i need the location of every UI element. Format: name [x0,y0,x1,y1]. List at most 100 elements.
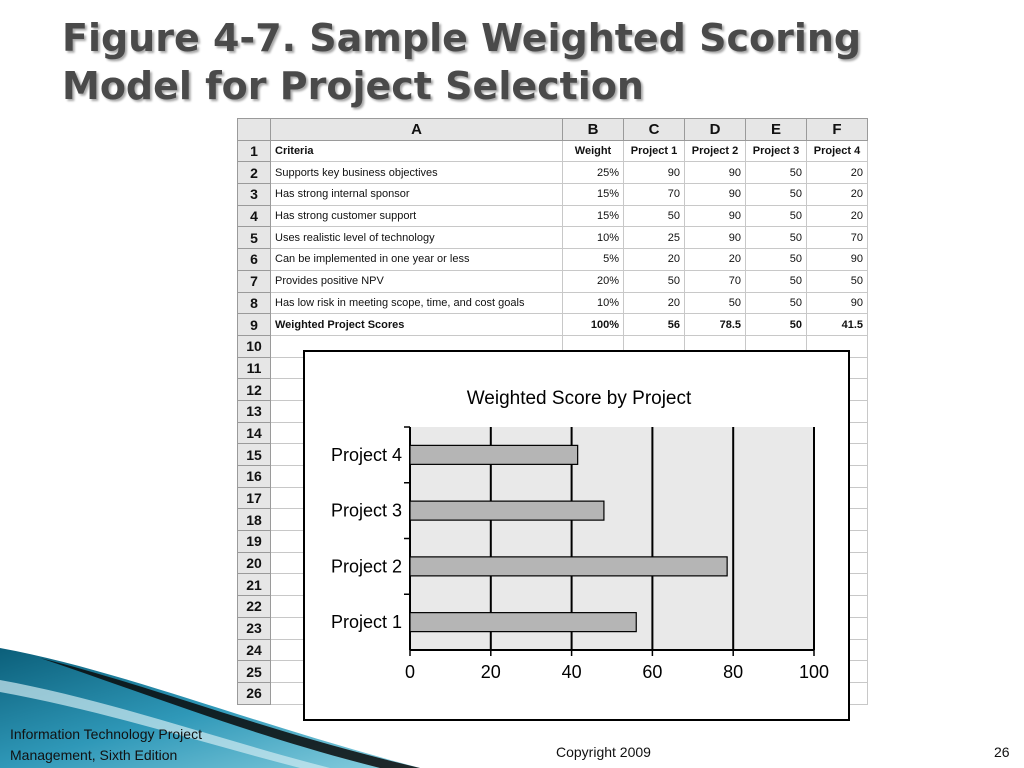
cell[interactable]: 50 [745,226,807,250]
sheet-row: 7 Provides positive NPV 20% 50 70 50 50 [237,269,868,293]
cell[interactable]: 50 [684,291,746,315]
footer-line-2: Management, Sixth Edition [10,747,178,763]
cell[interactable]: 5% [562,248,624,271]
cell[interactable]: Has low risk in meeting scope, time, and… [270,291,563,315]
bar-project-3 [409,500,605,521]
row-header[interactable]: 6 [237,248,271,271]
row-header[interactable]: 2 [237,161,271,185]
cell[interactable]: 70 [806,226,868,250]
row-header[interactable]: 13 [237,399,271,423]
cell[interactable]: 41.5 [806,313,868,336]
cell[interactable]: 50 [806,269,868,293]
category-label: Project 3 [331,501,402,521]
cell[interactable]: 20 [806,204,868,228]
cell[interactable]: 50 [623,269,685,293]
row-header[interactable]: 14 [237,421,271,445]
cell[interactable]: 50 [745,161,807,185]
cell[interactable]: 25 [623,226,685,250]
row-header[interactable]: 4 [237,204,271,228]
cell[interactable]: Supports key business objectives [270,161,563,185]
cell[interactable]: 50 [745,291,807,315]
cell[interactable]: 50 [745,269,807,293]
cell[interactable]: 100% [562,313,624,336]
cell[interactable]: 20 [623,291,685,315]
cell[interactable]: 20% [562,269,624,293]
x-tick-label: 40 [562,662,582,682]
x-tick-label: 100 [799,662,829,682]
cell[interactable]: 25% [562,161,624,185]
column-header[interactable]: E [745,118,807,141]
cell[interactable]: 20 [684,248,746,271]
cell[interactable]: 90 [684,161,746,185]
column-header[interactable]: B [562,118,624,141]
cell[interactable]: 10% [562,226,624,250]
cell[interactable]: 10% [562,291,624,315]
row-header[interactable]: 25 [237,660,271,683]
row-header[interactable]: 1 [237,139,271,163]
cell[interactable]: 50 [745,248,807,271]
cell[interactable]: Weight [562,139,624,163]
row-header[interactable]: 8 [237,291,271,315]
cell[interactable]: 15% [562,183,624,206]
row-header[interactable]: 10 [237,334,271,358]
cell[interactable]: Criteria [270,139,563,163]
x-tick-label: 0 [405,662,415,682]
cell[interactable]: 20 [806,161,868,185]
column-header[interactable]: A [270,118,563,141]
column-header[interactable]: D [684,118,746,141]
column-header[interactable]: C [623,118,685,141]
cell[interactable]: 90 [806,248,868,271]
sheet-corner-cell[interactable] [237,118,271,141]
cell[interactable]: 15% [562,204,624,228]
row-header[interactable]: 23 [237,616,271,640]
cell[interactable]: Uses realistic level of technology [270,226,563,250]
cell[interactable]: 90 [684,204,746,228]
cell[interactable]: Project 1 [623,139,685,163]
cell[interactable]: Weighted Project Scores [270,313,563,336]
cell[interactable]: 50 [745,313,807,336]
row-header[interactable]: 9 [237,313,271,336]
cell[interactable]: Project 2 [684,139,746,163]
row-header[interactable]: 21 [237,573,271,597]
row-header[interactable]: 7 [237,269,271,293]
cell[interactable]: 90 [623,161,685,185]
cell[interactable]: 90 [684,226,746,250]
row-header[interactable]: 20 [237,551,271,575]
cell[interactable]: 70 [623,183,685,206]
row-header[interactable]: 15 [237,443,271,466]
row-header[interactable]: 3 [237,183,271,206]
row-header[interactable]: 5 [237,226,271,250]
row-header[interactable]: 16 [237,465,271,488]
cell[interactable]: 90 [806,291,868,315]
cell[interactable]: 50 [745,204,807,228]
category-label: Project 2 [331,556,402,576]
cell[interactable]: Project 4 [806,139,868,163]
cell[interactable]: 50 [623,204,685,228]
row-header[interactable]: 22 [237,595,271,618]
cell[interactable]: Provides positive NPV [270,269,563,293]
cell[interactable]: Project 3 [745,139,807,163]
sheet-row: 3 Has strong internal sponsor 15% 70 90 50 20 [237,183,868,206]
page-number: 26 [994,744,1010,760]
row-header[interactable]: 11 [237,356,271,380]
sheet-row: 8 Has low risk in meeting scope, time, an… [237,291,868,315]
cell[interactable]: 50 [745,183,807,206]
row-header[interactable]: 19 [237,530,271,553]
cell[interactable]: 20 [623,248,685,271]
row-header[interactable]: 12 [237,378,271,401]
slide-title-line-2: Model for Project Selection [62,64,644,108]
category-label: Project 1 [331,612,402,632]
cell[interactable]: Has strong internal sponsor [270,183,563,206]
row-header[interactable]: 17 [237,486,271,510]
column-header[interactable]: F [806,118,868,141]
cell[interactable]: 90 [684,183,746,206]
cell[interactable]: Can be implemented in one year or less [270,248,563,271]
cell[interactable]: 20 [806,183,868,206]
cell[interactable]: 70 [684,269,746,293]
row-header[interactable]: 18 [237,508,271,532]
cell[interactable]: Has strong customer support [270,204,563,228]
row-header[interactable]: 26 [237,681,271,705]
x-tick-label: 20 [481,662,501,682]
cell[interactable]: 56 [623,313,685,336]
cell[interactable]: 78.5 [684,313,746,336]
